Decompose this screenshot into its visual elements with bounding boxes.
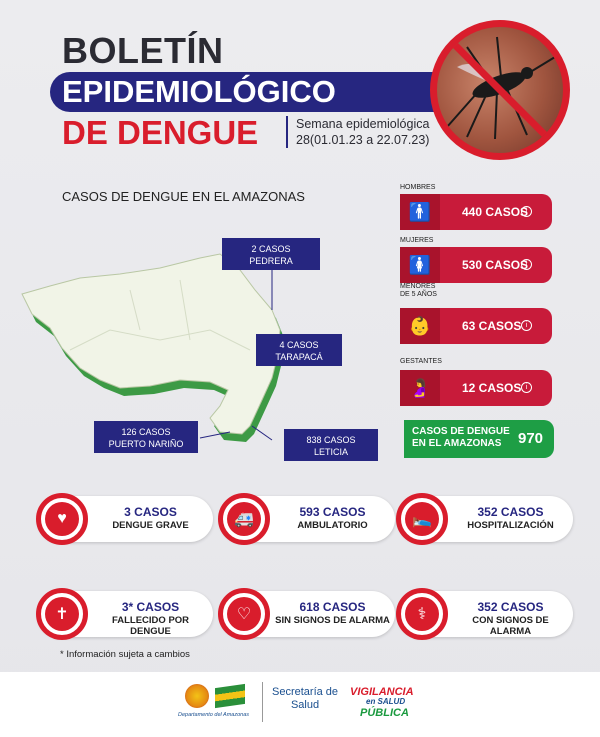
- man-icon: 🚹: [400, 194, 440, 230]
- label-gestantes: GESTANTES: [400, 358, 442, 365]
- callout-tarapaca: 4 CASOS TARAPACÁ: [256, 334, 342, 366]
- pill-text: DENGUE GRAVE: [112, 520, 189, 531]
- total-value: 970: [518, 430, 544, 447]
- footnote: * Información sujeta a cambios: [60, 649, 190, 660]
- department-seal-icon: [185, 684, 209, 708]
- map-title: CASOS DE DENGUE EN EL AMAZONAS: [62, 189, 305, 204]
- pill-text: AMBULATORIO: [297, 520, 368, 531]
- child-icon: 👶: [400, 308, 440, 344]
- footer: Departamento del Amazonas Secretaría de …: [0, 672, 600, 737]
- pill-dengue-grave: ♥ 3 CASOS DENGUE GRAVE: [36, 493, 213, 545]
- epi-week: Semana epidemiológica 28(01.01.23 a 22.0…: [286, 116, 429, 148]
- stat-menores: 👶 63 CASOS i: [400, 308, 552, 344]
- pill-sin-signos: ♡ 618 CASOS SIN SIGNOS DE ALARMA: [218, 588, 395, 640]
- cross-icon: ✝: [45, 597, 79, 631]
- label-mujeres: MUJERES: [400, 237, 434, 244]
- stat-value: 63 CASOS: [462, 319, 522, 333]
- ambulance-icon: 🚑: [227, 502, 261, 536]
- stat-value: 530 CASOS: [462, 258, 529, 272]
- pill-text: FALLECIDO POR DENGUE: [111, 615, 190, 637]
- stat-gestantes: 🤰 12 CASOS i: [400, 370, 552, 406]
- pill-text: CON SIGNOS DE ALARMA: [472, 615, 549, 637]
- callout-puerto-narino: 126 CASOS PUERTO NARIÑO: [94, 421, 198, 453]
- info-icon: i: [521, 206, 532, 217]
- pill-text: HOSPITALIZACIÓN: [467, 520, 554, 531]
- heartbeat-icon: ♥: [45, 502, 79, 536]
- label-hombres: HOMBRES: [400, 184, 436, 191]
- flag-icon: [215, 683, 245, 709]
- pill-con-signos: ⚕ 352 CASOS CON SIGNOS DE ALARMA: [396, 588, 573, 640]
- pill-text: SIN SIGNOS DE ALARMA: [275, 615, 390, 626]
- epi-week-range: 28(01.01.23 a 22.07.23): [296, 133, 430, 147]
- hospital-bed-icon: 🛌: [405, 502, 439, 536]
- title-band: [50, 72, 450, 112]
- epi-week-label: Semana epidemiológica: [296, 117, 430, 131]
- title-line-3: DE DENGUE: [62, 114, 259, 151]
- pill-number: 352 CASOS: [477, 600, 544, 614]
- label-menores: MENORES DE 5 AÑOS: [400, 283, 437, 298]
- patient-icon: ⚕: [405, 597, 439, 631]
- vigilancia-line-1: VIGILANCIA: [350, 686, 414, 698]
- pill-ambulatorio: 🚑 593 CASOS AMBULATORIO: [218, 493, 395, 545]
- pill-number: 3* CASOS: [121, 600, 180, 614]
- vigilancia-line-3: PÚBLICA: [360, 707, 409, 719]
- info-icon: i: [521, 259, 532, 270]
- info-icon: i: [521, 320, 532, 331]
- stat-hombres: 🚹 440 CASOS i: [400, 194, 552, 230]
- callout-leticia: 838 CASOS LETICIA: [284, 429, 378, 461]
- info-icon: i: [521, 382, 532, 393]
- divider: [262, 682, 263, 722]
- pill-number: 618 CASOS: [299, 600, 366, 614]
- total-label: CASOS DE DENGUE EN EL AMAZONAS: [412, 426, 510, 449]
- secretaria-logo: Secretaría de Salud: [272, 686, 339, 711]
- stat-value: 12 CASOS: [462, 381, 522, 395]
- department-name: Departamento del Amazonas: [178, 712, 250, 718]
- pill-fallecido: ✝ 3* CASOS FALLECIDO POR DENGUE: [36, 588, 213, 640]
- callout-pedrera: 2 CASOS PEDRERA: [222, 238, 320, 270]
- amazonas-map: [21, 253, 284, 442]
- heart-pulse-icon: ♡: [227, 597, 261, 631]
- pill-number: 593 CASOS: [299, 505, 366, 519]
- pill-number: 352 CASOS: [477, 505, 544, 519]
- pill-number: 3 CASOS: [124, 505, 177, 519]
- vigilancia-line-2: en SALUD: [366, 697, 406, 706]
- stat-mujeres: 🚺 530 CASOS i: [400, 247, 552, 283]
- mosquito-image: [430, 20, 570, 160]
- stat-value: 440 CASOS: [462, 205, 529, 219]
- total-cases: CASOS DE DENGUE EN EL AMAZONAS 970: [404, 420, 554, 458]
- woman-icon: 🚺: [400, 247, 440, 283]
- pregnant-icon: 🤰: [400, 370, 440, 406]
- pill-hospitalizacion: 🛌 352 CASOS HOSPITALIZACIÓN: [396, 493, 573, 545]
- title-line-1: BOLETÍN: [62, 30, 224, 71]
- title-line-2: EPIDEMIOLÓGICO: [62, 74, 336, 109]
